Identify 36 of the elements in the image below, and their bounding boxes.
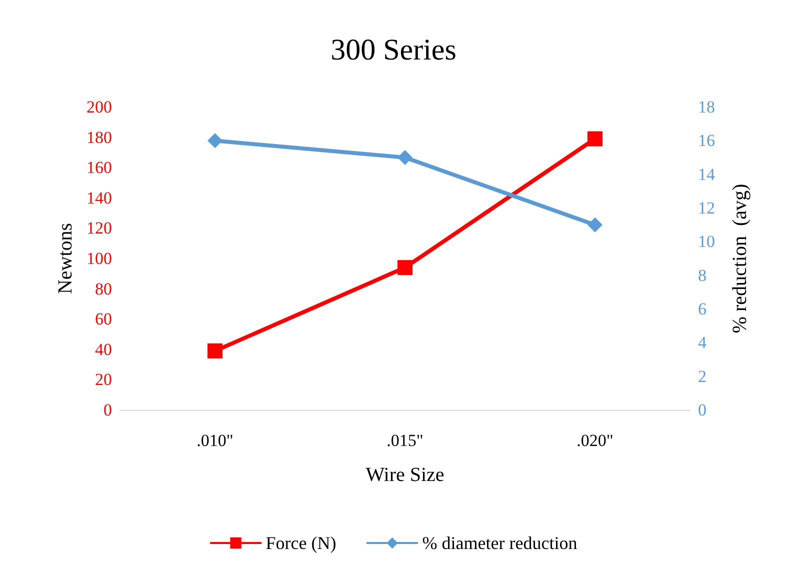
x-axis-title: Wire Size xyxy=(366,464,444,486)
chart-title: 300 Series xyxy=(330,34,456,66)
point xyxy=(588,217,602,232)
y-tick-label: 100 xyxy=(86,249,112,268)
y-tick-label: 20 xyxy=(95,370,112,390)
y2-tick-label: 16 xyxy=(698,131,715,150)
y2-tick-label: 14 xyxy=(698,164,716,184)
legend-label: Force (N) xyxy=(266,533,336,553)
y-axis-title: Newtons xyxy=(54,222,77,294)
x-tick-label: .020" xyxy=(576,431,614,450)
y-tick-label: 180 xyxy=(86,128,112,147)
x-tick-label: .010" xyxy=(196,431,234,450)
y2-tick-label: 18 xyxy=(698,98,715,116)
y-tick-label: 140 xyxy=(86,188,112,208)
x-tick-label: .015" xyxy=(386,431,424,450)
y-tick-label: 80 xyxy=(95,279,112,298)
point xyxy=(398,150,412,165)
y-tick-label: 200 xyxy=(86,98,112,116)
y2-tick-label: 2 xyxy=(698,366,706,386)
y2-tick-label: 6 xyxy=(698,300,706,318)
point xyxy=(588,131,602,146)
y-tick-label: 0 xyxy=(104,400,112,420)
y-tick-label: 120 xyxy=(86,218,112,238)
y2-axis-title: % reduction (avg) xyxy=(729,184,751,334)
y2-tick-label: 10 xyxy=(698,232,715,252)
y2-tick-label: 0 xyxy=(698,400,706,420)
point xyxy=(208,133,222,148)
y-tick-label: 40 xyxy=(95,340,112,359)
y2-tick-label: 4 xyxy=(698,333,707,352)
point xyxy=(398,260,412,276)
y-tick-label: 160 xyxy=(86,158,112,178)
y2-tick-label: 8 xyxy=(698,266,706,285)
y2-tick-label: 12 xyxy=(698,198,715,218)
y-tick-label: 60 xyxy=(95,310,112,329)
legend-label: % diameter reduction xyxy=(422,533,578,553)
point xyxy=(208,343,222,358)
